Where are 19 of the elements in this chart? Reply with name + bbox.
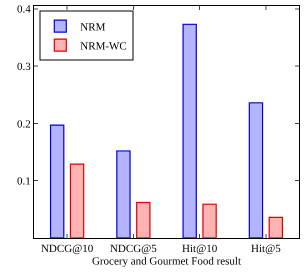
y-tick-label: 0.3	[17, 61, 32, 73]
y-tick-label: 0.1	[17, 176, 31, 188]
y-tick-label: 0.4	[17, 4, 32, 16]
x-tick-label: NDCG@10	[40, 243, 94, 256]
bar	[136, 202, 151, 238]
bar	[182, 24, 197, 238]
x-tick-label: Hit@10	[182, 243, 218, 256]
y-tick-label: 0.2	[17, 118, 31, 130]
bar	[70, 164, 84, 238]
legend-label: NRM-WC	[80, 40, 127, 52]
legend-label: NRM	[80, 21, 106, 34]
x-tick-label: Hit@5	[251, 243, 282, 256]
x-tick-label: NDCG@5	[110, 243, 158, 256]
bar	[50, 124, 64, 238]
bar	[116, 150, 131, 238]
bar	[248, 102, 264, 238]
x-axis-title: Grocery and Gourmet Food result	[92, 255, 242, 268]
bar	[202, 204, 217, 238]
bar	[268, 216, 284, 238]
